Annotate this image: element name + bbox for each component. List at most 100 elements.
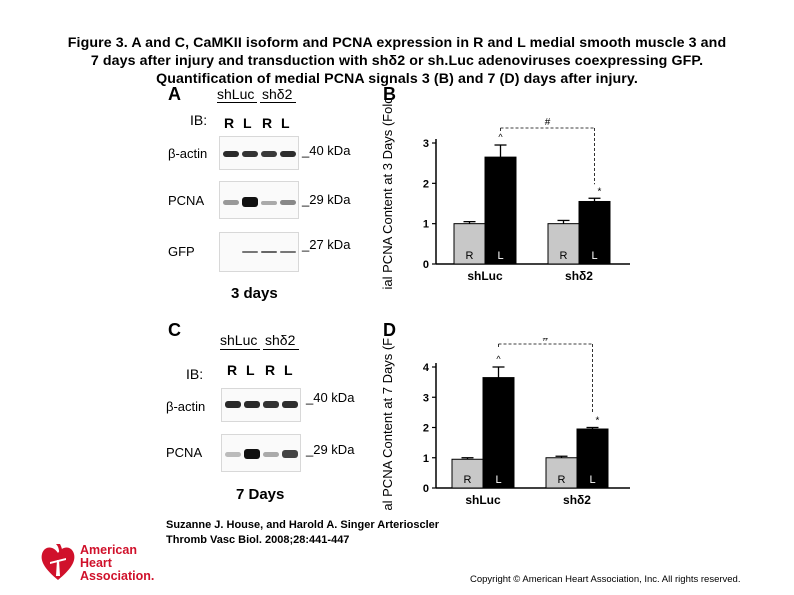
bar-label: L <box>591 250 597 262</box>
y-tick-label: 2 <box>423 423 429 435</box>
caption-line-1: Figure 3. A and C, CaMKII isoform and PC… <box>67 35 727 51</box>
blot-band <box>244 401 260 408</box>
y-tick-label: 0 <box>423 483 429 495</box>
blot-band <box>223 200 239 205</box>
bar-label: L <box>497 250 503 262</box>
panel-letter-a: A <box>168 84 181 104</box>
caption-line-3: Quantification of medial PCNA signals 3 … <box>156 71 638 87</box>
bar <box>576 428 609 489</box>
kda-marker: _29 kDa <box>306 442 355 457</box>
lane-label: L <box>246 362 255 378</box>
group-underline-shluc <box>220 349 260 350</box>
group-label-shluc: shLuc <box>217 86 255 102</box>
bar-label: L <box>589 474 595 486</box>
lane-label: R <box>227 362 238 378</box>
x-tick-label: shδ2 <box>565 269 593 283</box>
panel-letter-b: B <box>383 84 396 104</box>
blot-band <box>242 251 258 253</box>
bar <box>484 156 517 265</box>
y-tick-label: 3 <box>423 138 429 150</box>
group-underline-shd2 <box>263 349 299 350</box>
bar-label: R <box>466 250 474 262</box>
significance-mark: # <box>545 117 551 128</box>
group-underline-shluc <box>217 102 257 103</box>
blot-band <box>244 449 260 459</box>
citation: Suzanne J. House, and Harold A. Singer A… <box>166 518 439 548</box>
ib-label: IB: <box>190 112 208 128</box>
bar <box>451 458 484 489</box>
x-tick-label: shLuc <box>467 269 503 283</box>
bar-chart-b: Medial PCNA Content at 3 Days (Fold) 0 1 2 3… <box>380 100 630 290</box>
heart-torch-logo-icon <box>41 544 75 580</box>
lane-label: R <box>224 115 235 131</box>
timepoint-label: 7 Days <box>236 486 285 503</box>
x-tick-label: shLuc <box>465 493 501 507</box>
citation-line-2: Thromb Vasc Biol. 2008;28:441-447 <box>166 534 350 546</box>
group-label-shd2: shδ2 <box>265 332 296 348</box>
blot-band <box>261 201 277 205</box>
timepoint-label: 3 days <box>231 285 278 302</box>
blot-band <box>261 151 277 157</box>
group-underline-shd2 <box>260 102 296 103</box>
lane-label: L <box>284 362 293 378</box>
group-label-shd2: shδ2 <box>262 86 293 102</box>
y-axis-label: Medial PCNA Content at 7 Days (Fold) <box>380 338 395 510</box>
kda-marker: _29 kDa <box>302 192 351 207</box>
blot-label-pcna: PCNA <box>168 193 205 208</box>
blot-band <box>280 151 296 157</box>
significance-mark: # <box>543 338 549 344</box>
blot-band <box>242 197 258 207</box>
y-axis-label: Medial PCNA Content at 3 Days (Fold) <box>380 100 395 290</box>
ib-label: IB: <box>186 366 204 382</box>
y-tick-label: 4 <box>423 362 430 374</box>
logo-line-2: Heart <box>80 556 112 570</box>
blot-band <box>261 251 277 253</box>
blot-band <box>263 401 279 408</box>
lane-label: L <box>243 115 252 131</box>
caption-line-2: 7 days after injury and transduction wit… <box>90 53 704 69</box>
blot-beta-actin <box>219 136 299 170</box>
blot-band <box>242 151 258 157</box>
blot-label-pcna: PCNA <box>166 445 203 460</box>
y-tick-label: 0 <box>423 259 429 271</box>
bar <box>547 223 580 265</box>
kda-marker: _40 kDa <box>302 143 351 158</box>
group-label-shluc: shLuc <box>220 332 258 348</box>
blot-pcna <box>221 434 301 472</box>
figure-caption: Figure 3. A and C, CaMKII isoform and PC… <box>20 34 774 88</box>
blot-label-beta-actin: β-actin <box>166 399 206 414</box>
bar <box>482 377 515 489</box>
panel-letter-d: D <box>383 320 396 340</box>
blot-band <box>280 200 296 205</box>
blot-band <box>282 401 298 408</box>
y-tick-label: 3 <box>423 392 429 404</box>
panel-letter-c: C <box>168 320 181 340</box>
significance-mark: * <box>596 416 600 427</box>
blot-band <box>225 401 241 408</box>
lane-label: R <box>262 115 273 131</box>
x-tick-label: shδ2 <box>563 493 591 507</box>
lane-label: R <box>265 362 276 378</box>
bar-chart-d: Medial PCNA Content at 7 Days (Fold) 0 1 2 3… <box>380 338 630 510</box>
copyright: Copyright © American Heart Association, … <box>470 574 741 585</box>
bar-label: R <box>558 474 566 486</box>
bar <box>453 223 486 265</box>
y-tick-label: 2 <box>423 178 429 190</box>
aha-logo-text: American Heart Association. <box>80 544 154 583</box>
blot-band <box>282 450 298 458</box>
blot-pcna <box>219 181 299 219</box>
blot-band <box>223 151 239 157</box>
blot-label-gfp: GFP <box>168 244 195 259</box>
blot-band <box>263 452 279 457</box>
kda-marker: _27 kDa <box>302 237 351 252</box>
kda-marker: _40 kDa <box>306 390 355 405</box>
logo-line-1: American <box>80 543 137 557</box>
citation-line-1: Suzanne J. House, and Harold A. Singer A… <box>166 519 440 531</box>
bar <box>578 200 611 265</box>
y-tick-label: 1 <box>423 219 429 231</box>
blot-beta-actin <box>221 388 301 422</box>
blot-label-beta-actin: β-actin <box>168 146 208 161</box>
blot-gfp <box>219 232 299 272</box>
bar-label: R <box>464 474 472 486</box>
significance-mark: ^ <box>498 132 503 142</box>
